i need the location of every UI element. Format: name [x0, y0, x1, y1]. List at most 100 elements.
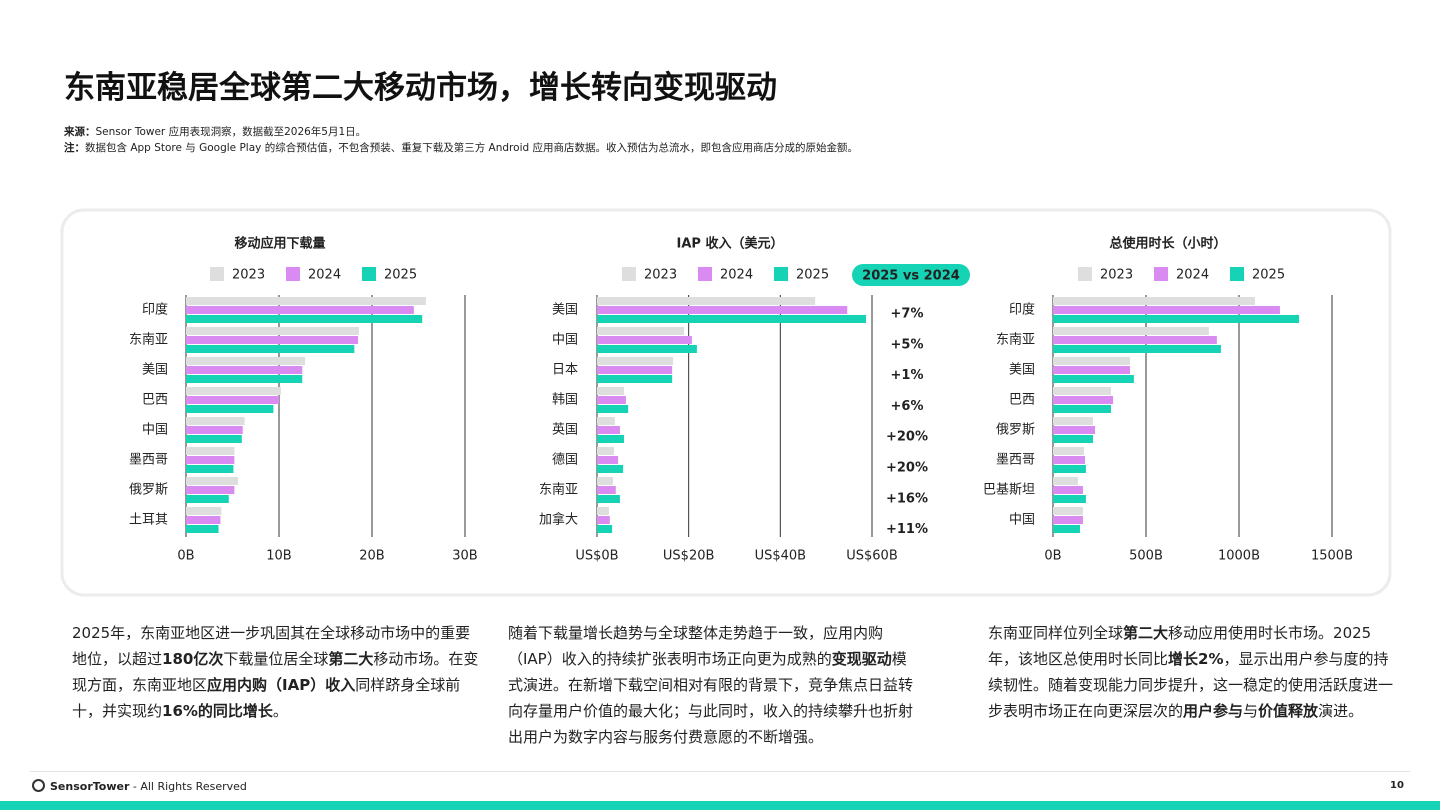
text-run: 东南亚同样位列全球: [988, 624, 1124, 642]
category-label: 印度: [1009, 302, 1035, 318]
logo-icon: [32, 779, 45, 792]
bar: [1053, 396, 1114, 404]
bar: [186, 315, 423, 323]
bar: [597, 447, 614, 455]
category-label: 日本: [552, 363, 578, 378]
bar: [186, 525, 219, 533]
footer-text: SensorTower - All Rights Reserved: [50, 780, 247, 793]
category-label: 英国: [552, 423, 578, 438]
bar: [186, 396, 279, 404]
bar: [597, 516, 610, 524]
bar: [1053, 315, 1300, 323]
x-tick-label: US$0B: [575, 549, 618, 564]
growth-label: +11%: [886, 522, 928, 537]
bar: [597, 396, 626, 404]
text-run: 。: [272, 702, 288, 720]
bar: [1053, 435, 1093, 443]
bar: [1053, 495, 1086, 503]
bar: [597, 465, 624, 473]
category-label: 巴基斯坦: [983, 483, 1035, 498]
legend-label: 2024: [1176, 268, 1209, 283]
bar: [597, 405, 629, 413]
bold-run: 增长2%: [1168, 650, 1224, 668]
bar: [1053, 426, 1096, 434]
chart-title: IAP 收入（美元）: [677, 236, 784, 252]
bar: [186, 516, 221, 524]
legend-label: 2025: [1252, 268, 1285, 283]
text-run: 模式演进。在新增下载空间相对有限的背景下，竞争焦点日益转向存量用户价值的最大化；…: [508, 650, 914, 746]
legend-label: 2024: [720, 268, 753, 283]
footer-bar: [0, 801, 1440, 810]
bold-run: 价值释放: [1258, 702, 1319, 720]
bar: [186, 435, 242, 443]
legend-swatch: [622, 267, 636, 281]
text-run: 同样跻身全球前十，并实现约: [72, 676, 461, 720]
source-label: 来源：: [64, 126, 96, 138]
x-tick-label: 0B: [177, 549, 194, 564]
category-label: 美国: [1009, 363, 1035, 378]
category-label: 巴西: [1009, 393, 1035, 408]
category-label: 巴西: [142, 393, 168, 408]
bar: [1053, 465, 1086, 473]
x-tick-label: US$60B: [846, 549, 898, 564]
note-line: 注：数据包含 App Store 与 Google Play 的综合预估值，不包…: [64, 140, 858, 155]
bar: [186, 447, 235, 455]
chart-title: 总使用时长（小时）: [1109, 236, 1226, 252]
x-tick-label: 30B: [452, 549, 477, 564]
category-label: 中国: [552, 333, 578, 348]
bar: [1053, 327, 1209, 335]
category-label: 东南亚: [129, 332, 168, 348]
text-run: 下载量位居全球: [223, 650, 329, 668]
bar: [597, 456, 619, 464]
bar: [597, 357, 674, 365]
legend-label: 2024: [308, 268, 341, 283]
bar: [1053, 366, 1131, 374]
bar: [186, 456, 235, 464]
category-label: 墨西哥: [996, 453, 1035, 468]
x-tick-label: 0B: [1044, 549, 1061, 564]
bar: [597, 297, 816, 305]
growth-label: +5%: [891, 337, 924, 352]
category-label: 中国: [1009, 513, 1035, 528]
bar: [597, 306, 848, 314]
x-tick-label: 10B: [266, 549, 291, 564]
legend-label: 2025: [384, 268, 417, 283]
note-label: 注：: [64, 142, 85, 154]
bar: [186, 297, 426, 305]
bar: [597, 477, 614, 485]
legend-label: 2023: [232, 268, 265, 283]
bar: [1053, 345, 1221, 353]
bar: [1053, 486, 1083, 494]
bar: [186, 357, 306, 365]
category-label: 东南亚: [996, 332, 1035, 348]
bar: [1053, 447, 1085, 455]
bar: [597, 345, 697, 353]
bold-run: 第二大: [328, 650, 374, 668]
bar: [1053, 357, 1131, 365]
bar: [1053, 336, 1217, 344]
bar: [186, 387, 281, 395]
bar: [1053, 375, 1134, 383]
logo-text: SensorTower: [50, 780, 130, 793]
bar: [1053, 417, 1093, 425]
bar: [597, 525, 613, 533]
bar: [597, 387, 625, 395]
bar: [186, 336, 359, 344]
legend-swatch: [362, 267, 376, 281]
paragraph: 东南亚同样位列全球第二大移动应用使用时长市场。2025年，该地区总使用时长同比增…: [988, 620, 1398, 724]
category-label: 墨西哥: [129, 453, 168, 468]
bar: [186, 366, 303, 374]
growth-label: +20%: [886, 461, 928, 476]
bar: [1053, 306, 1280, 314]
bar: [597, 327, 685, 335]
x-tick-label: 1500B: [1311, 549, 1353, 564]
bar: [597, 507, 609, 515]
text-run: 演进。: [1318, 702, 1364, 720]
bar: [1053, 525, 1080, 533]
paragraph: 2025年，东南亚地区进一步巩固其在全球移动市场中的重要地位，以超过180亿次下…: [72, 620, 482, 724]
bar: [1053, 477, 1078, 485]
bar: [1053, 456, 1085, 464]
source-line: 来源：Sensor Tower 应用表现洞察，数据截至2026年5月1日。: [64, 124, 366, 139]
text-run: 移动市场。在变现方面，东南亚地区: [72, 650, 479, 694]
